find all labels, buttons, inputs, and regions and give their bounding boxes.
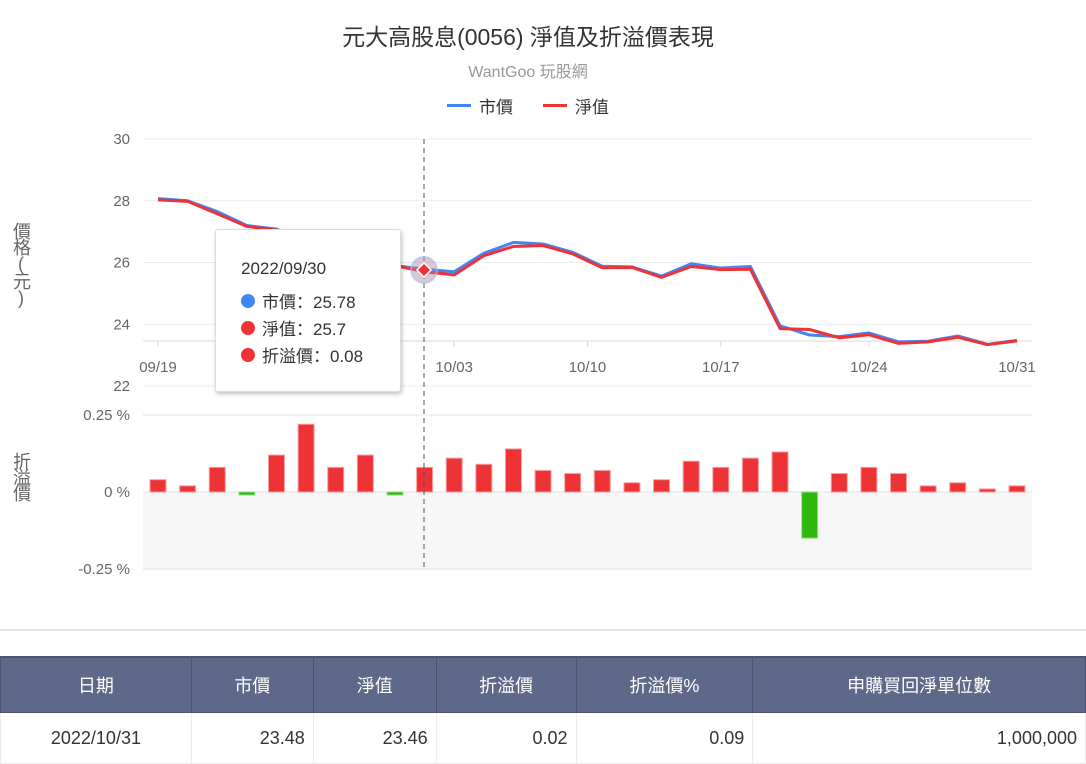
premium-bar[interactable] — [267, 454, 285, 493]
x-tick-label: 10/17 — [702, 359, 740, 376]
tooltip-date: 2022/09/30 — [241, 259, 327, 278]
premium-bar[interactable] — [1008, 485, 1026, 493]
premium-bar[interactable] — [623, 482, 641, 493]
premium-bar[interactable] — [534, 469, 552, 493]
premium-bar[interactable] — [356, 454, 374, 493]
premium-bar[interactable] — [919, 485, 937, 493]
table-header-row: 日期 市價 淨值 折溢價 折溢價% 申購買回淨單位數 — [0, 656, 1086, 713]
legend-line-icon — [543, 104, 567, 107]
premium-axis-title: 折溢價 — [11, 452, 31, 500]
cell-net-units: 1,000,000 — [752, 712, 1086, 764]
legend-line-icon — [447, 104, 471, 107]
tooltip-row-premium: 折溢價：0.08 — [241, 342, 363, 367]
premium-bar[interactable] — [149, 479, 167, 493]
price-axis-title: 價格(元) — [11, 222, 31, 306]
x-tick-label: 10/31 — [998, 359, 1036, 376]
blue-dot-icon — [241, 293, 255, 308]
premium-bar[interactable] — [682, 460, 700, 493]
header-premium: 折溢價 — [435, 656, 577, 713]
chart-subtitle: WantGoo 玩股網 — [468, 64, 588, 81]
hover-marker-icon — [410, 256, 438, 284]
legend-item-market-price[interactable]: 市價 — [447, 93, 513, 118]
tooltip-market-value: 市價：25.78 — [262, 293, 356, 312]
x-tick-label: 09/19 — [139, 359, 177, 376]
cell-premium: 0.02 — [435, 712, 577, 764]
premium-gridlines: 0.25 % 0 % -0.25 % — [78, 407, 1032, 578]
x-tick-label: 10/03 — [435, 359, 473, 376]
header-nav: 淨值 — [312, 656, 437, 713]
red-dot-icon — [241, 347, 255, 362]
premium-bar[interactable] — [179, 485, 197, 493]
premium-table: 日期 市價 淨值 折溢價 折溢價% 申購買回淨單位數 2022/10/31 23… — [0, 656, 1086, 764]
premium-bar[interactable] — [801, 491, 819, 539]
red-dot-icon — [241, 320, 255, 335]
chart-title: 元大高股息(0056) 淨值及折溢價表現 — [342, 24, 714, 50]
premium-bar[interactable] — [297, 423, 315, 493]
table-row: 2022/10/31 23.48 23.46 0.02 0.09 1,000,0… — [0, 712, 1086, 764]
x-axis: 09/19 10/03 10/10 10/17 10/24 10/31 — [139, 340, 1036, 376]
premium-bar[interactable] — [771, 451, 789, 493]
legend-item-nav[interactable]: 淨值 — [543, 93, 609, 118]
y-tick-label: 26 — [113, 255, 130, 272]
premium-bar[interactable] — [327, 466, 345, 493]
tooltip-row-nav: 淨值：25.7 — [241, 315, 346, 340]
x-tick-label: 10/24 — [850, 359, 888, 376]
header-date: 日期 — [0, 656, 192, 713]
price-y-axis: 30 28 26 24 22 — [113, 131, 130, 395]
y-tick-label: 30 — [113, 131, 130, 148]
header-market-price: 市價 — [190, 656, 314, 713]
premium-bar[interactable] — [386, 491, 404, 496]
premium-bar[interactable] — [564, 473, 582, 493]
premium-bar[interactable] — [890, 473, 908, 493]
x-tick-label: 10/10 — [569, 359, 607, 376]
premium-bar[interactable] — [949, 482, 967, 493]
premium-bar[interactable] — [978, 488, 996, 493]
chart-canvas[interactable]: 30 28 26 24 22 09/19 10/03 10/10 10/17 10/24 10/3… — [0, 0, 1086, 600]
premium-bar[interactable] — [238, 491, 256, 496]
tooltip-premium-value: 折溢價：0.08 — [262, 347, 364, 366]
y-tick-label: 0.25 % — [83, 407, 130, 424]
y-tick-label: 28 — [113, 193, 130, 210]
premium-bar[interactable] — [475, 463, 493, 493]
y-tick-label: -0.25 % — [78, 561, 130, 578]
section-divider — [0, 629, 1086, 631]
chart-legend: 市價 淨值 — [0, 93, 1056, 118]
y-tick-label: 0 % — [104, 484, 130, 501]
negative-zone — [143, 492, 1032, 569]
chart-tooltip: 2022/09/30 市價：25.78 淨值：25.7 折溢價：0.08 — [215, 229, 401, 392]
tooltip-nav-value: 淨值：25.7 — [262, 320, 347, 339]
premium-bar[interactable] — [830, 473, 848, 493]
header-premium-pct: 折溢價% — [575, 656, 754, 713]
cell-nav: 23.46 — [312, 712, 437, 764]
premium-bar[interactable] — [416, 466, 434, 493]
legend-label: 淨值 — [575, 98, 609, 117]
header-net-units: 申購買回淨單位數 — [752, 656, 1086, 713]
legend-label: 市價 — [479, 98, 513, 117]
cell-premium-pct: 0.09 — [575, 712, 754, 764]
premium-bar[interactable] — [593, 469, 611, 493]
cell-date: 2022/10/31 — [0, 712, 192, 764]
premium-bar[interactable] — [741, 457, 759, 493]
premium-bar[interactable] — [504, 448, 522, 493]
y-tick-label: 22 — [113, 378, 130, 395]
tooltip-row-market: 市價：25.78 — [241, 288, 356, 313]
premium-bar[interactable] — [860, 466, 878, 493]
premium-bar[interactable] — [208, 466, 226, 493]
premium-bar[interactable] — [653, 479, 671, 493]
y-tick-label: 24 — [113, 316, 130, 333]
premium-bar[interactable] — [712, 466, 730, 493]
premium-bar[interactable] — [445, 457, 463, 493]
cell-market-price: 23.48 — [190, 712, 314, 764]
premium-bars[interactable] — [149, 423, 1026, 539]
